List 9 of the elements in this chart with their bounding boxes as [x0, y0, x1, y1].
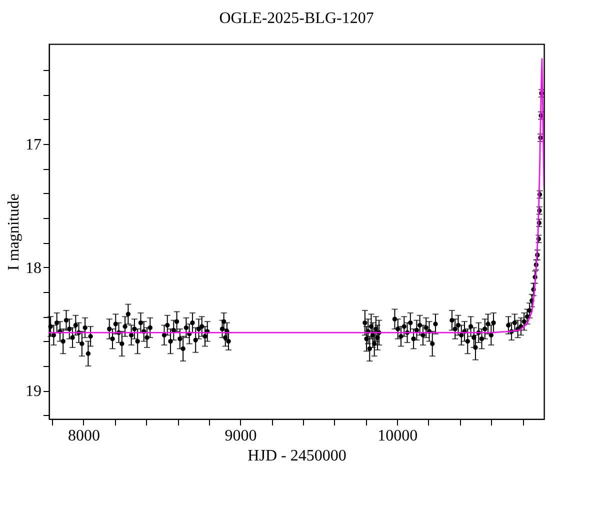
x-tick-label: 10000 — [378, 428, 418, 444]
y-axis-title: I magnitude — [6, 194, 22, 270]
y-tick-label: 17 — [26, 136, 42, 154]
chart-title: OGLE-2025-BLG-1207 — [219, 10, 374, 27]
x-axis-title: HJD - 2450000 — [248, 448, 346, 464]
y-tick-label: 18 — [26, 260, 42, 277]
x-tick-label: 8000 — [68, 428, 100, 444]
x-tick-label: 9000 — [224, 428, 257, 444]
y-tick-label: 19 — [26, 383, 42, 400]
